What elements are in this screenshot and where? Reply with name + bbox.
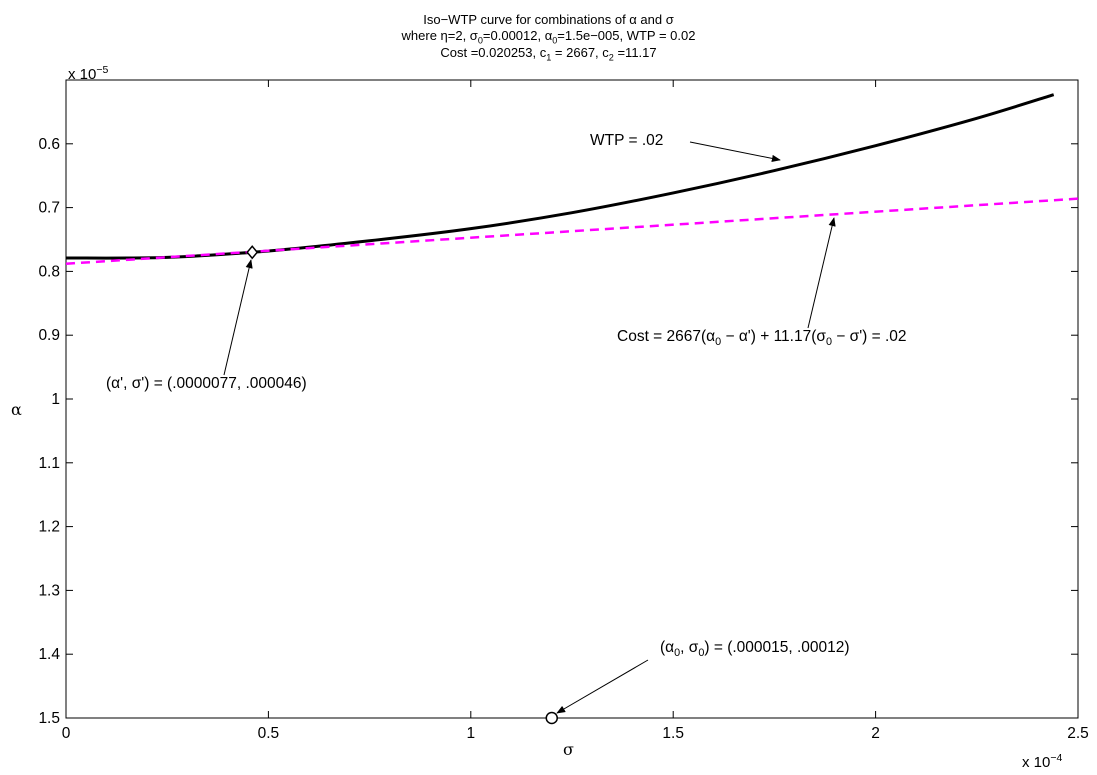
wtp-arrow [689,141,781,162]
x-tick-label: 0 [62,725,71,742]
x-tick-label: 1.5 [662,725,684,742]
y-tick-label: 0.6 [38,136,60,153]
cost-arrow [807,217,836,329]
y-axis-label: α [11,400,22,419]
origin-point-marker [545,711,559,725]
y-tick-label: 1.3 [38,582,60,599]
x-tick-label: 2 [871,725,880,742]
x-tick-label: 2.5 [1067,725,1089,742]
chart-title-line-2: where η=2, σ0=0.00012, α0=1.5e−005, WTP … [401,28,696,46]
cost-line [65,197,1079,265]
tangent-point-annotation: (α', σ') = (.0000077, .000046) [106,375,307,392]
y-tick-label: 0.7 [38,200,60,217]
y-tick-label: 1.5 [38,710,60,727]
x-axis-exponent: x 10−4 [1022,752,1063,771]
y-tick-label: 0.9 [38,327,60,344]
wtp-curve [65,93,1055,260]
chart-title-line-1: Iso−WTP curve for combinations of α and … [423,12,674,27]
cost-line-annotation: Cost = 2667(α0 − α') + 11.17(σ0 − σ') = … [617,328,907,349]
y-tick-label: 1 [51,391,60,408]
x-tick-label: 0.5 [258,725,280,742]
x-axis-label: σ [563,740,574,759]
wtp-curve-annotation: WTP = .02 [590,132,664,149]
y-tick-label: 1.1 [38,455,60,472]
origin-point-annotation: (α0, σ0) = (.000015, .00012) [660,639,850,660]
y-tick-label: 1.4 [38,646,60,663]
tangent-point-marker [246,245,259,260]
y-axis-exponent: x 10−5 [68,64,109,83]
y-tick-label: 0.8 [38,263,60,280]
chart-title-line-3: Cost =0.020253, c1 = 2667, c2 =11.17 [440,45,657,63]
origin-arrow [556,659,649,714]
y-tick-label: 1.2 [38,519,60,536]
x-tick-label: 1 [466,725,475,742]
tangent-arrow [223,259,253,376]
plot-frame [65,79,1079,719]
